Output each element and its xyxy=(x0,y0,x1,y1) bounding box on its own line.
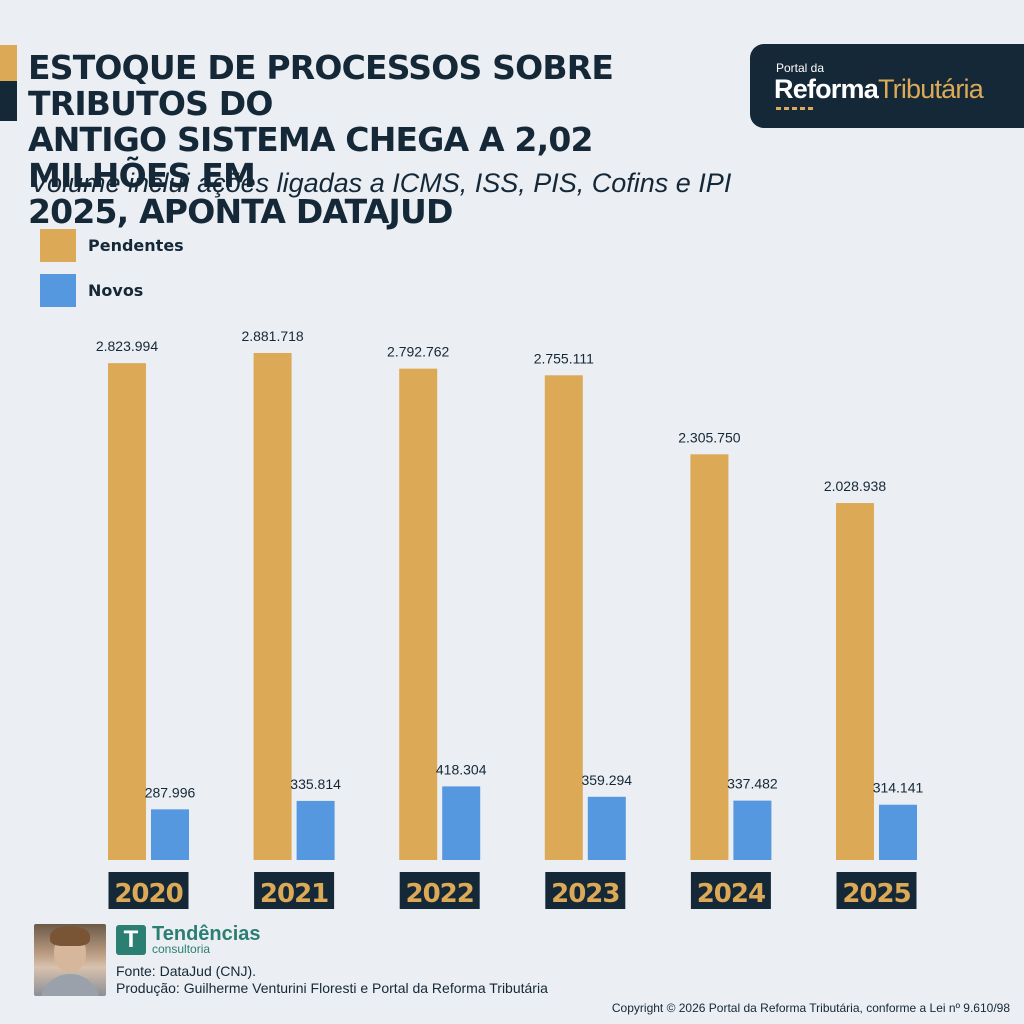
tendencias-icon: T xyxy=(116,925,146,955)
chart-title: ESTOQUE DE PROCESSOS SOBRE TRIBUTOS DO A… xyxy=(28,48,614,231)
chart-subtitle: Volume inclui ações ligadas a ICMS, ISS,… xyxy=(30,168,732,198)
year-box-2022 xyxy=(399,872,480,909)
bar-novos-2022 xyxy=(442,786,481,860)
logo-main-accent: Tributária xyxy=(877,74,984,104)
photo-hair xyxy=(50,926,90,946)
data-label-novos-2021: 335.814 xyxy=(290,776,341,792)
bar-pendentes-2024 xyxy=(690,454,729,860)
data-label-pendentes-2025: 2.028.938 xyxy=(824,478,886,494)
logo-dots xyxy=(776,107,816,110)
year-box-2021 xyxy=(254,872,335,909)
logo-main-text: ReformaTributária xyxy=(774,74,984,105)
x-tick-label-2022: 2022 xyxy=(406,879,474,909)
author-photo xyxy=(34,924,106,996)
bar-novos-2024 xyxy=(733,800,772,860)
photo-shirt xyxy=(40,974,100,996)
year-box-2024 xyxy=(690,872,771,909)
accent-bar xyxy=(0,45,17,81)
legend-swatch-pendentes xyxy=(40,229,76,262)
x-tick-label-2021: 2021 xyxy=(260,879,328,909)
legend-item-novos: Novos xyxy=(40,274,143,307)
data-label-novos-2023: 359.294 xyxy=(581,772,632,788)
bar-novos-2025 xyxy=(879,804,917,860)
bar-pendentes-2021 xyxy=(253,353,292,860)
logo-small-text: Portal da xyxy=(776,61,825,75)
bar-pendentes-2025 xyxy=(836,503,874,860)
bar-pendentes-2022 xyxy=(399,368,438,860)
source-block: Fonte: DataJud (CNJ). Produção: Guilherm… xyxy=(116,963,548,997)
data-label-pendentes-2022: 2.792.762 xyxy=(387,344,449,360)
data-label-novos-2024: 337.482 xyxy=(727,776,778,792)
legend-label-pendentes: Pendentes xyxy=(88,236,184,255)
legend-label-novos: Novos xyxy=(88,281,144,300)
bar-pendentes-2020 xyxy=(108,363,146,860)
tendencias-sub: consultoria xyxy=(152,942,211,956)
x-tick-label-2023: 2023 xyxy=(551,879,619,909)
logo-main-bold: Reforma xyxy=(774,74,879,104)
x-tick-label-2024: 2024 xyxy=(697,879,765,909)
data-label-novos-2025: 314.141 xyxy=(873,780,924,796)
year-box-2023 xyxy=(545,872,626,909)
x-tick-label-2025: 2025 xyxy=(842,879,910,909)
bar-novos-2023 xyxy=(587,796,626,860)
bar-pendentes-2023 xyxy=(544,375,583,860)
bar-novos-2021 xyxy=(296,800,335,860)
copyright-text: Copyright © 2026 Portal da Reforma Tribu… xyxy=(611,1001,1010,1015)
data-label-pendentes-2024: 2.305.750 xyxy=(678,429,740,445)
data-label-novos-2022: 418.304 xyxy=(436,761,487,777)
data-label-pendentes-2021: 2.881.718 xyxy=(241,328,303,344)
tendencias-name: Tendências xyxy=(152,923,261,945)
data-label-novos-2020: 287.996 xyxy=(145,784,196,800)
data-label-pendentes-2020: 2.823.994 xyxy=(96,338,158,354)
accent-bar-dark xyxy=(0,81,17,121)
portal-logo: Portal da ReformaTributária xyxy=(750,44,1024,128)
source-text: Fonte: DataJud (CNJ). xyxy=(116,963,257,979)
year-box-2020 xyxy=(108,872,189,909)
production-text: Produção: Guilherme Venturini Floresti e… xyxy=(116,980,548,996)
bar-novos-2020 xyxy=(151,809,189,860)
legend-swatch-novos xyxy=(40,274,76,307)
legend-item-pendentes: Pendentes xyxy=(40,229,184,262)
data-label-pendentes-2023: 2.755.111 xyxy=(534,350,594,366)
year-box-2025 xyxy=(836,872,917,909)
x-tick-label-2020: 2020 xyxy=(114,879,182,909)
tendencias-logo: T Tendências consultoria xyxy=(116,923,261,956)
